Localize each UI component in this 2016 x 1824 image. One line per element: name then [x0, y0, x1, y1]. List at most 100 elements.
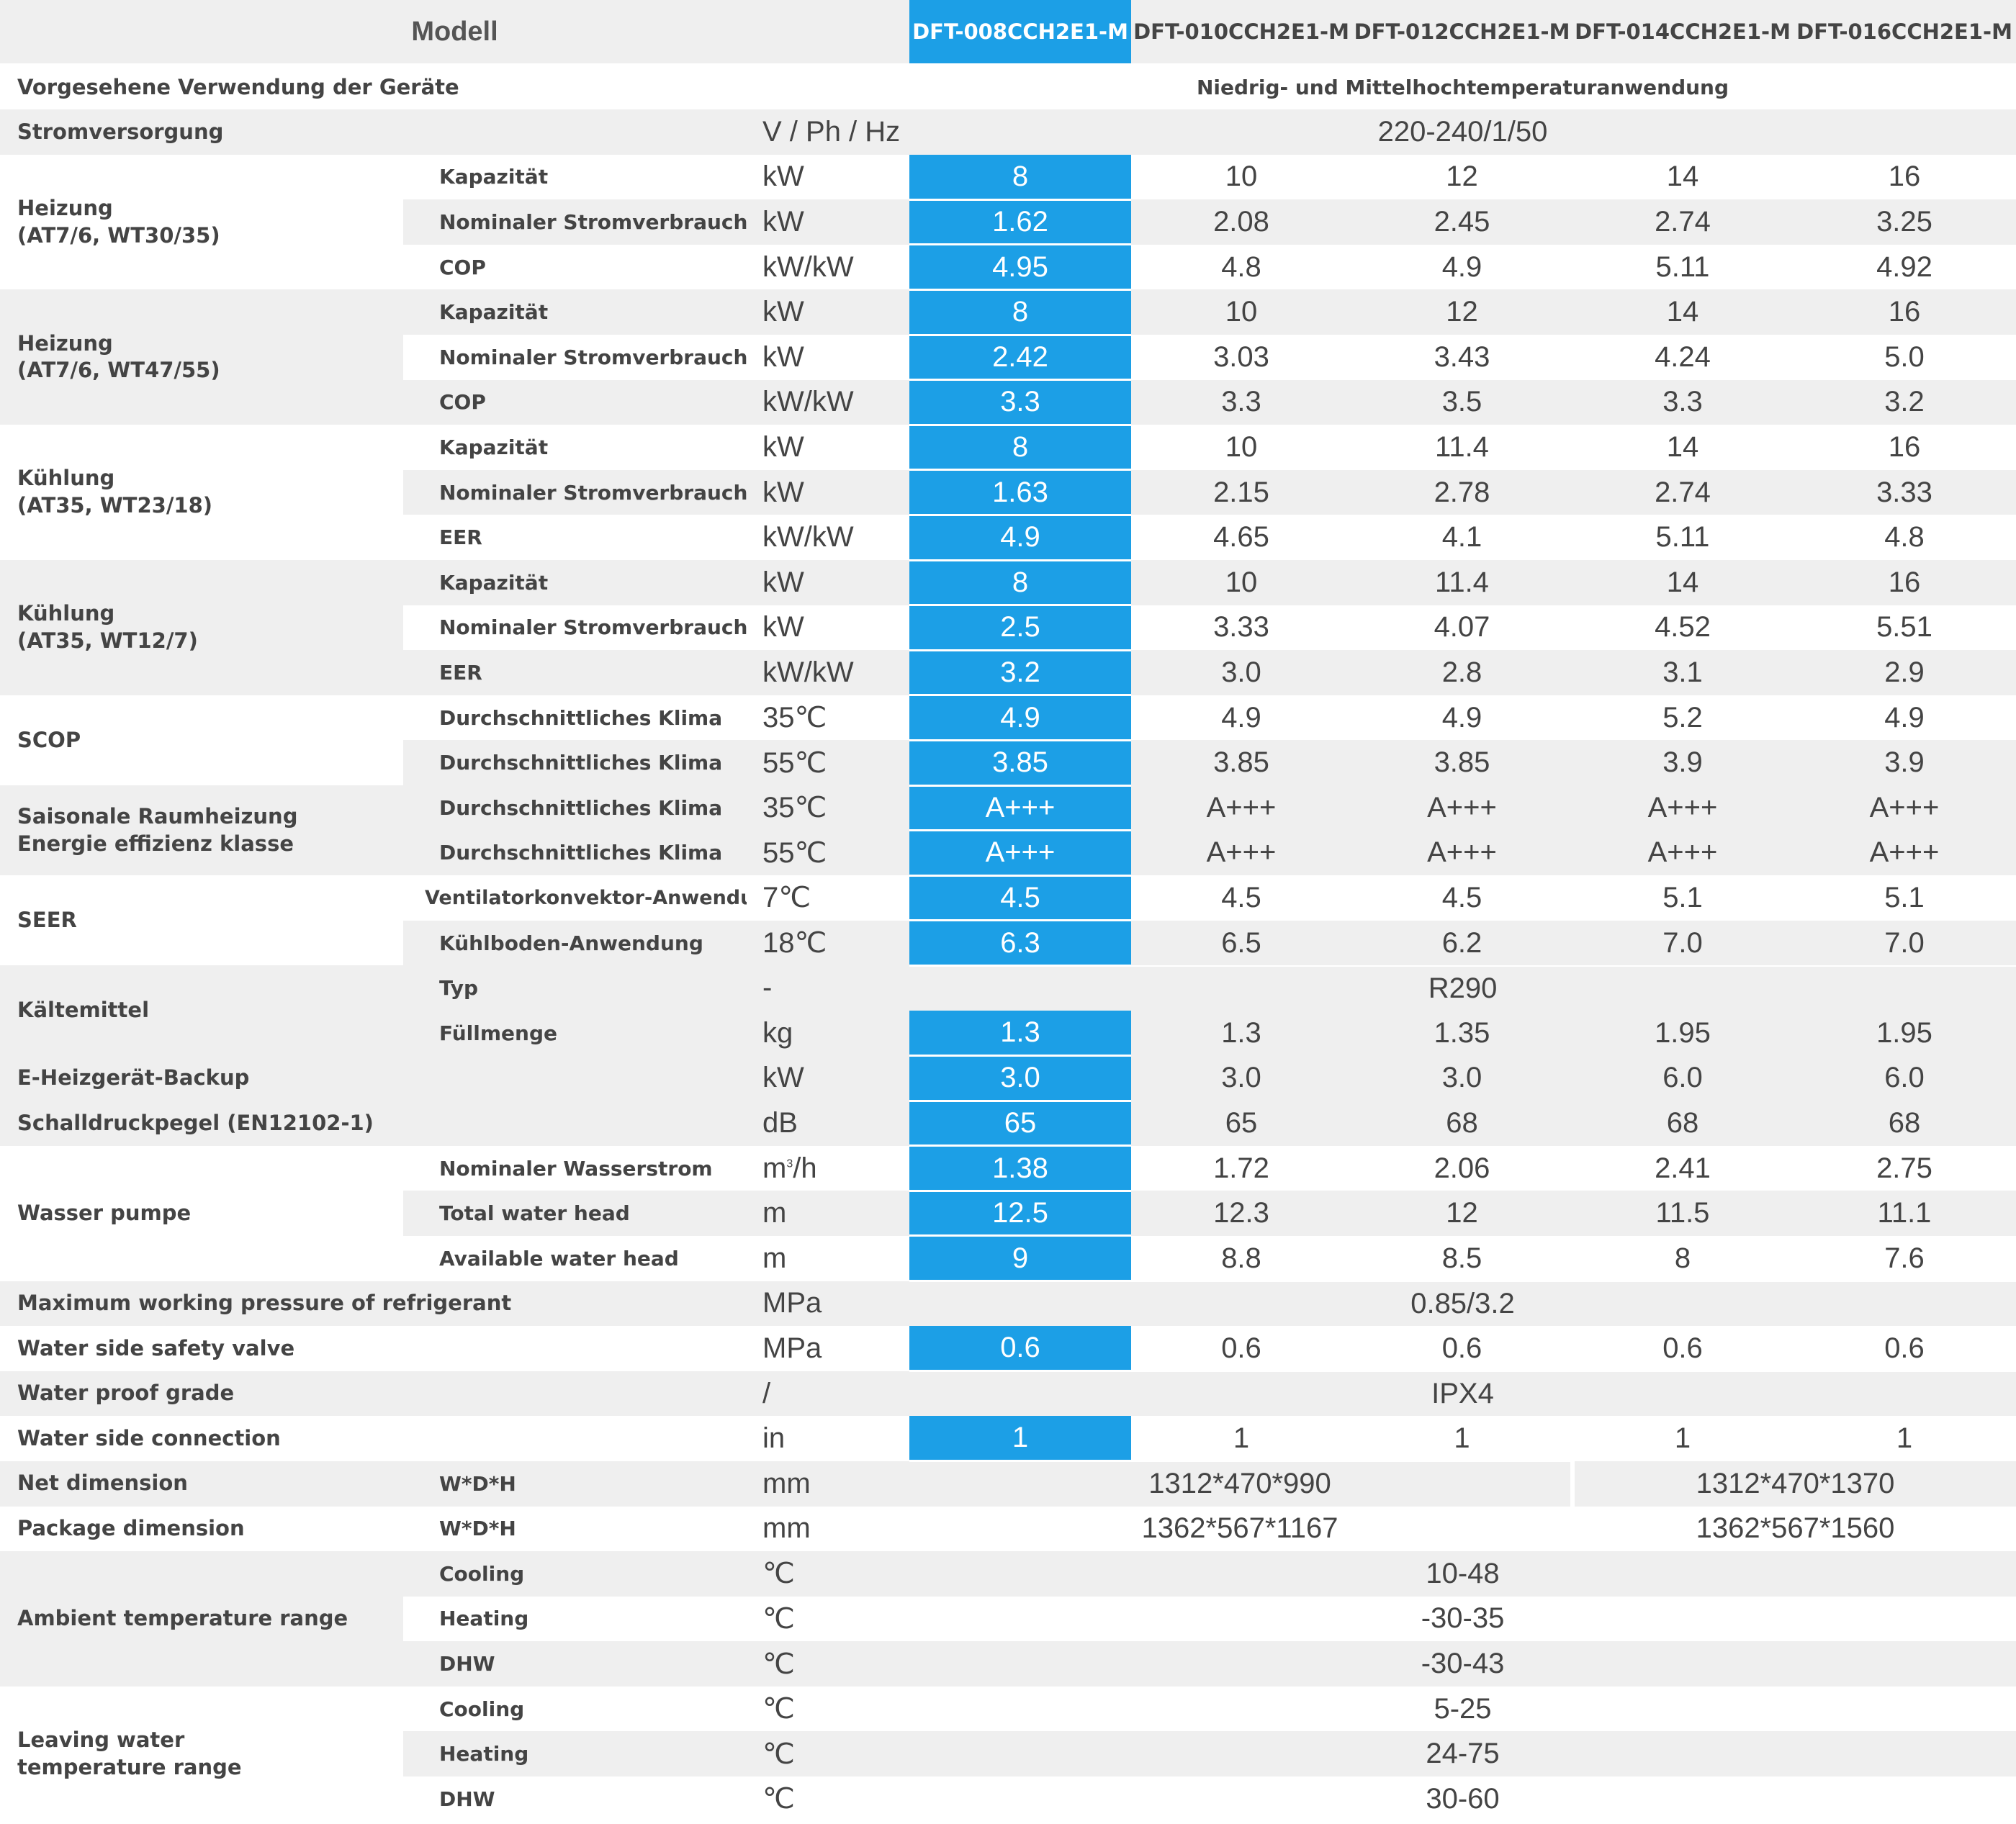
unit: kW [747, 289, 909, 335]
sub-label: COP [403, 244, 747, 290]
unit: kW [747, 469, 909, 515]
model-name: DFT-010CCH2E1-M [1131, 0, 1351, 66]
sub-label: Nominaler Wasserstrom [403, 1145, 747, 1191]
unit: ℃ [747, 1641, 909, 1687]
unit: in [747, 1416, 909, 1461]
value-cell-highlighted: 4.9 [909, 515, 1131, 561]
value-cell: A+++ [1572, 830, 1793, 876]
value-cell: 6.2 [1351, 920, 1572, 966]
table-row: Durchschnittliches Klima 55℃ 3.85 3.85 3… [0, 740, 2016, 787]
table-row: Heizung (AT7/6, WT47/55) Kapazität kW 8 1… [0, 289, 2016, 425]
unit: dB [747, 1101, 909, 1146]
merged-value: IPX4 [909, 1371, 2016, 1417]
value-cell: 3.3 [1131, 379, 1351, 425]
value-cell: 1.3 [1131, 1010, 1351, 1056]
unit: m [747, 1191, 909, 1236]
value-cell-highlighted: 1.62 [909, 199, 1131, 246]
table-row: Nominaler Stromverbrauch kW 2.5 3.33 4.0… [0, 605, 2016, 651]
table-row: Füllmenge kg 1.3 1.3 1.35 1.95 1.95 [0, 1010, 2016, 1057]
value-cell: 4.52 [1572, 605, 1793, 651]
value-cell: 14 [1572, 154, 1793, 200]
unit: kW/kW [747, 650, 909, 695]
value-cell: 3.9 [1572, 740, 1793, 785]
value-cell: 3.03 [1131, 335, 1351, 380]
value-cell-highlighted: 1 [909, 1416, 1131, 1463]
value-cell: 1 [1131, 1416, 1351, 1461]
unit: kW [747, 154, 909, 200]
model-name: DFT-016CCH2E1-M [1793, 0, 2016, 66]
unit: kW/kW [747, 244, 909, 290]
unit: kW [747, 199, 909, 245]
value-cell: 2.08 [1131, 199, 1351, 245]
value-cell: 3.25 [1793, 199, 2016, 245]
value-cell: 12 [1351, 289, 1572, 335]
value-cell: 3.0 [1351, 1055, 1572, 1101]
value-cell: 4.5 [1131, 875, 1351, 921]
value-cell: 1 [1793, 1416, 2016, 1461]
value-cell: 4.07 [1351, 605, 1572, 651]
sub-label: Nominaler Stromverbrauch [403, 335, 747, 380]
value-cell: 3.85 [1131, 740, 1351, 785]
table-row: Total water head m 12.5 12.3 12 11.5 11.… [0, 1191, 2016, 1237]
value-cell: 3.2 [1793, 379, 2016, 425]
value-cell: 2.8 [1351, 650, 1572, 695]
value-cell: 10 [1131, 289, 1351, 335]
table-row: Water proof grade / IPX4 [0, 1371, 2016, 1417]
value-cell: 3.33 [1793, 469, 2016, 515]
row-label: Maximum working pressure of refrigerant [0, 1281, 747, 1327]
unit: mm [747, 1460, 909, 1507]
value-cell: 5.1 [1793, 875, 2016, 921]
table-row: DHW ℃ 30-60 [0, 1776, 2016, 1822]
value-cell-highlighted: 8 [909, 425, 1131, 471]
value-cell: 4.9 [1131, 695, 1351, 741]
sub-label: Kapazität [403, 560, 747, 605]
unit: ℃ [747, 1731, 909, 1777]
value-cell: 16 [1793, 425, 2016, 470]
group-label: Saisonale Raumheizung Energie effizienz k… [0, 785, 403, 876]
value-cell-highlighted: 1.38 [909, 1145, 1131, 1192]
table-row: Durchschnittliches Klima 55℃ A+++ A+++ A… [0, 830, 2016, 877]
value-cell: 8 [1572, 1235, 1793, 1281]
value-cell-highlighted: 1.63 [909, 469, 1131, 516]
value-cell-highlighted: 2.42 [909, 335, 1131, 381]
row-label: Water side connection [0, 1416, 747, 1461]
group-label: Leaving water temperature range [0, 1686, 403, 1822]
table-row: COP kW/kW 3.3 3.3 3.5 3.3 3.2 [0, 379, 2016, 426]
row-label: Water proof grade [0, 1371, 747, 1417]
merged-value: 30-60 [909, 1776, 2016, 1822]
value-cell: 2.78 [1351, 469, 1572, 515]
value-cell: 3.9 [1793, 740, 2016, 785]
row-label: Water side safety valve [0, 1326, 747, 1371]
value-cell: 12.3 [1131, 1191, 1351, 1236]
value-cell: 65 [1131, 1101, 1351, 1146]
table-row: Net dimension W*D*H mm 1312*470*990 1312… [0, 1460, 2016, 1507]
sub-label: EER [403, 650, 747, 695]
value-cell: 2.74 [1572, 199, 1793, 245]
table-row: EER kW/kW 3.2 3.0 2.8 3.1 2.9 [0, 650, 2016, 697]
value-cell-highlighted: 12.5 [909, 1191, 1131, 1237]
table-row: Nominaler Stromverbrauch kW 1.62 2.08 2.… [0, 199, 2016, 246]
unit: V / Ph / Hz [747, 109, 909, 155]
value-cell: 14 [1572, 289, 1793, 335]
table-row: Nominaler Stromverbrauch kW 2.42 3.03 3.… [0, 335, 2016, 381]
unit: mm [747, 1506, 909, 1552]
dimension-value-small: 1362*567*1167 [909, 1506, 1575, 1552]
value-cell: 1.35 [1351, 1010, 1572, 1056]
merged-value: 5-25 [909, 1686, 2016, 1732]
table-row: Kühlung (AT35, WT12/7) Kapazität kW 8 10 … [0, 560, 2016, 695]
value-cell: 6.0 [1793, 1055, 2016, 1101]
value-cell: A+++ [1572, 785, 1793, 831]
value-cell: 3.5 [1351, 379, 1572, 425]
table-row: EER kW/kW 4.9 4.65 4.1 5.11 4.8 [0, 515, 2016, 561]
unit: 55℃ [747, 740, 909, 785]
sub-label: Available water head [403, 1235, 747, 1281]
value-cell: 4.9 [1351, 695, 1572, 741]
header-row: Modell DFT-008CCH2E1-M DFT-010CCH2E1-M D… [0, 0, 2016, 66]
unit: kW [747, 605, 909, 651]
value-cell: 11.4 [1351, 425, 1572, 470]
sub-label: Cooling [403, 1686, 747, 1732]
group-label: Heizung (AT7/6, WT47/55) [0, 289, 403, 425]
row-label: E-Heizgerät-Backup [0, 1055, 747, 1101]
value-cell: 0.6 [1572, 1326, 1793, 1371]
row-label: Vorgesehene Verwendung der Geräte [0, 64, 909, 110]
